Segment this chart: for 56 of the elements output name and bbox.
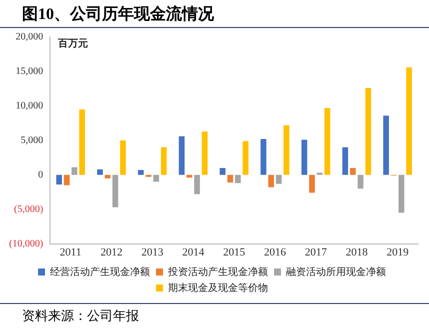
x-tick-label: 2017 [304, 246, 328, 258]
bar [260, 139, 266, 175]
x-tick-label: 2014 [182, 246, 205, 258]
bar [220, 168, 226, 175]
bar [79, 109, 85, 175]
bar [56, 174, 62, 185]
bar [342, 147, 348, 175]
bar [120, 140, 126, 175]
text: 资料来源：公司年报 [22, 307, 140, 325]
y-axis-title: 百万元 [57, 38, 88, 50]
bar [268, 174, 274, 188]
bar [112, 174, 118, 208]
bar [309, 174, 315, 193]
y-tick-label: (10,000) [8, 238, 44, 250]
y-tick-label: 20,000 [16, 32, 44, 43]
bar [186, 174, 192, 178]
bar [178, 136, 185, 175]
bar [97, 169, 103, 175]
bar [227, 174, 234, 182]
bar [301, 140, 308, 175]
x-tick-label: 2012 [100, 246, 122, 258]
bar [202, 131, 208, 175]
bar [398, 174, 404, 213]
bar [383, 116, 389, 175]
legend-label: 经营活动产生现金净额 [50, 266, 150, 278]
x-tick-label: 2015 [223, 246, 246, 258]
bar [72, 167, 78, 175]
bar [153, 174, 160, 182]
y-tick-label: 5,000 [20, 135, 44, 146]
y-tick-label: (5,000) [14, 204, 44, 215]
chart-title: 图10、公司历年现金流情况 [0, 0, 429, 28]
bar [365, 88, 372, 175]
bar [350, 168, 356, 175]
bar [194, 174, 200, 194]
bar [138, 170, 144, 175]
bar [276, 174, 282, 184]
x-tick-label: 2016 [264, 246, 286, 258]
bar [284, 125, 290, 175]
x-tick-label: 2013 [141, 246, 164, 258]
y-tick-label: 0 [38, 169, 44, 180]
y-tick-label: 10,000 [16, 100, 44, 112]
bar [324, 108, 330, 175]
y-tick-label: 15,000 [16, 66, 44, 78]
x-tick-label: 2019 [386, 246, 410, 258]
bar [242, 141, 248, 175]
bar [358, 174, 364, 189]
legend-label: 投资活动产生现金净额 [167, 266, 268, 278]
bar [104, 174, 111, 178]
bar [64, 174, 70, 186]
bar [235, 174, 241, 184]
legend-label: 期末现金及现金等价物 [168, 282, 268, 294]
bar [160, 147, 167, 175]
bar [406, 67, 412, 175]
x-tick-label: 2018 [346, 246, 368, 258]
x-tick-label: 2011 [60, 246, 82, 258]
legend-label: 融资活动所用现金净额 [286, 266, 386, 278]
